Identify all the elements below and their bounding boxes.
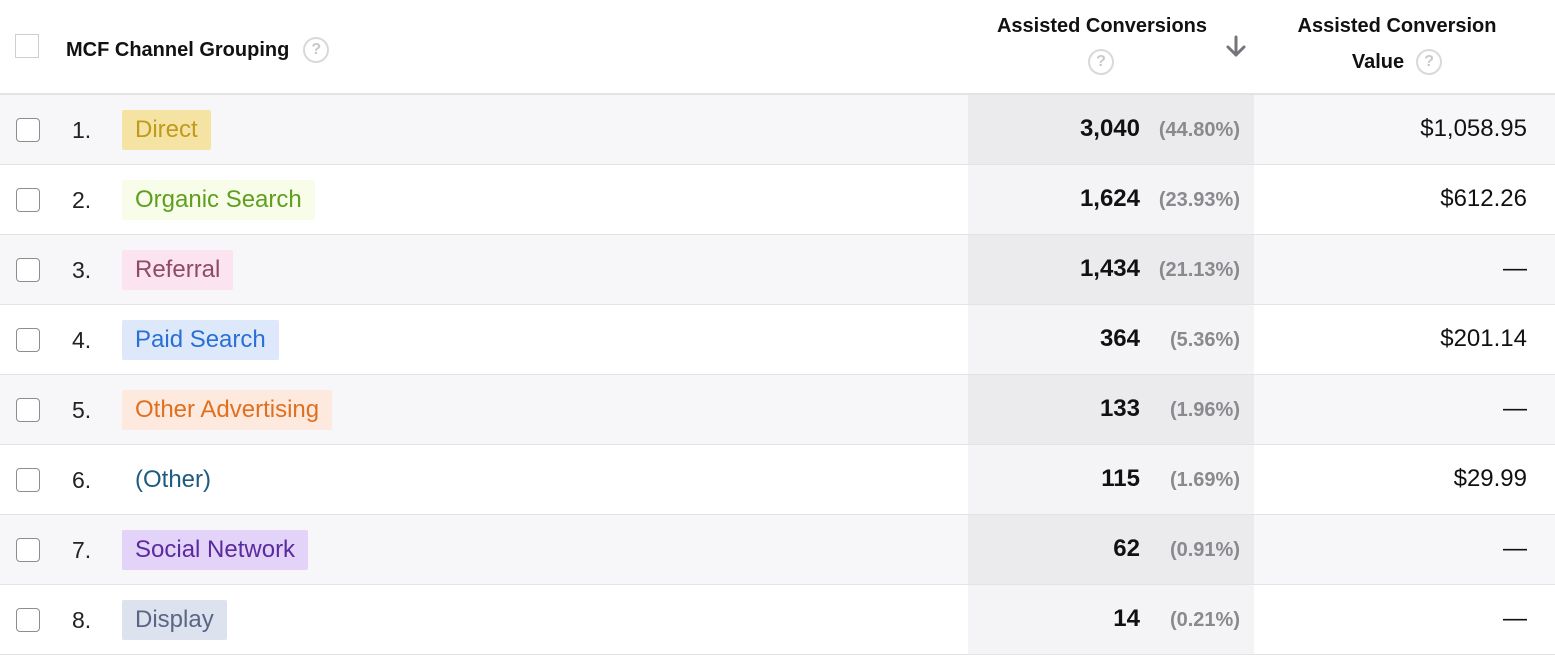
assisted-conversion-value: — (1503, 255, 1527, 282)
assisted-conversions-percent: (5.36%) (1169, 329, 1240, 351)
sorted-column-cell-bg (968, 375, 1254, 444)
row-checkbox[interactable] (16, 118, 40, 142)
question-circle-icon[interactable]: ? (303, 37, 330, 63)
table-header: MCF Channel Grouping ? Assisted Conversi… (0, 0, 1555, 95)
assisted-conversions-value: 3,040 (1079, 115, 1140, 142)
row-index: 5. (72, 397, 92, 423)
sorted-column-cell-bg (968, 445, 1254, 514)
assisted-conversion-value: $29.99 (1453, 465, 1527, 492)
table-row: 1. Direct 3,040 (44.80%) $1,058.95 (0, 95, 1555, 165)
table-row: 2. Organic Search 1,624 (23.93%) $612.26 (0, 165, 1555, 235)
sorted-column-cell-bg (968, 585, 1254, 654)
assisted-conversion-value: — (1503, 395, 1527, 422)
column-header-label: Value (1351, 50, 1405, 73)
assisted-conversions-value: 364 (1099, 325, 1140, 352)
row-checkbox[interactable] (16, 188, 40, 212)
table-body: 1. Direct 3,040 (44.80%) $1,058.95 2. Organic … (0, 95, 1555, 655)
assisted-conversions-percent: (0.91%) (1169, 539, 1240, 561)
column-header-mcf-channel-grouping[interactable]: MCF Channel Grouping ? (66, 37, 330, 63)
table-row: 6. (Other) 115 (1.69%) $29.99 (0, 445, 1555, 515)
row-checkbox[interactable] (16, 538, 40, 562)
assisted-conversions-value: 115 (1101, 465, 1140, 492)
channel-link[interactable]: (Other) (135, 466, 212, 493)
row-index: 7. (72, 537, 92, 563)
row-checkbox[interactable] (16, 468, 40, 492)
channel-link[interactable]: Paid Search (122, 320, 279, 360)
assisted-conversion-value: $1,058.95 (1420, 115, 1527, 142)
assisted-conversions-value: 1,624 (1079, 185, 1140, 212)
assisted-conversions-value: 133 (1099, 395, 1140, 422)
row-checkbox[interactable] (16, 398, 40, 422)
assisted-conversion-value: — (1503, 605, 1527, 632)
assisted-conversions-value: 62 (1113, 535, 1140, 562)
assisted-conversion-value: — (1503, 535, 1527, 562)
assisted-conversions-percent: (21.13%) (1158, 259, 1240, 281)
row-index: 3. (72, 257, 92, 283)
assisted-conversions-value: 1,434 (1079, 255, 1140, 282)
table-row: 5. Other Advertising 133 (1.96%) — (0, 375, 1555, 445)
column-header-label: MCF Channel Grouping (66, 38, 290, 61)
channel-link[interactable]: Display (122, 600, 227, 640)
column-header-label: Assisted Conversions (996, 15, 1208, 37)
select-all-checkbox[interactable] (15, 34, 39, 58)
assisted-conversions-percent: (1.69%) (1169, 469, 1240, 491)
table-row: 3. Referral 1,434 (21.13%) — (0, 235, 1555, 305)
sorted-column-cell-bg (968, 515, 1254, 584)
row-checkbox[interactable] (16, 608, 40, 632)
column-header-label-line2: Value ? (1254, 49, 1540, 75)
row-index: 4. (72, 327, 92, 353)
channel-link[interactable]: Referral (122, 250, 234, 290)
table-row: 4. Paid Search 364 (5.36%) $201.14 (0, 305, 1555, 375)
table-row: 8. Display 14 (0.21%) — (0, 585, 1555, 655)
column-header-assisted-conversions[interactable]: Assisted Conversions ? (968, 0, 1254, 93)
sorted-column-cell-bg (968, 165, 1254, 234)
assisted-conversions-percent: (0.21%) (1169, 609, 1240, 631)
sorted-column-cell-bg (968, 95, 1254, 164)
row-checkbox[interactable] (16, 258, 40, 282)
row-index: 8. (72, 607, 92, 633)
channel-link[interactable]: Social Network (122, 530, 309, 570)
row-checkbox[interactable] (16, 328, 40, 352)
column-header-label: Assisted Conversion (1297, 15, 1497, 37)
question-circle-icon[interactable]: ? (1088, 49, 1114, 75)
assisted-conversions-percent: (44.80%) (1158, 119, 1240, 141)
arrow-down-icon[interactable] (1224, 34, 1248, 60)
sorted-column-cell-bg (968, 235, 1254, 304)
row-index: 2. (72, 187, 92, 213)
channel-link[interactable]: Direct (122, 110, 211, 150)
assisted-conversions-value: 14 (1113, 605, 1140, 632)
row-index: 1. (72, 117, 92, 143)
channel-link[interactable]: Organic Search (122, 180, 315, 220)
assisted-conversions-percent: (23.93%) (1158, 189, 1240, 211)
assisted-conversion-value: $612.26 (1440, 185, 1527, 212)
column-header-assisted-conversion-value[interactable]: Assisted Conversion Value ? (1254, 0, 1555, 93)
assisted-conversion-value: $201.14 (1440, 325, 1527, 352)
assisted-conversions-percent: (1.96%) (1169, 399, 1240, 421)
row-index: 6. (72, 467, 92, 493)
sorted-column-cell-bg (968, 305, 1254, 374)
channel-link[interactable]: Other Advertising (122, 390, 333, 430)
question-circle-icon[interactable]: ? (1416, 49, 1443, 75)
table-row: 7. Social Network 62 (0.91%) — (0, 515, 1555, 585)
